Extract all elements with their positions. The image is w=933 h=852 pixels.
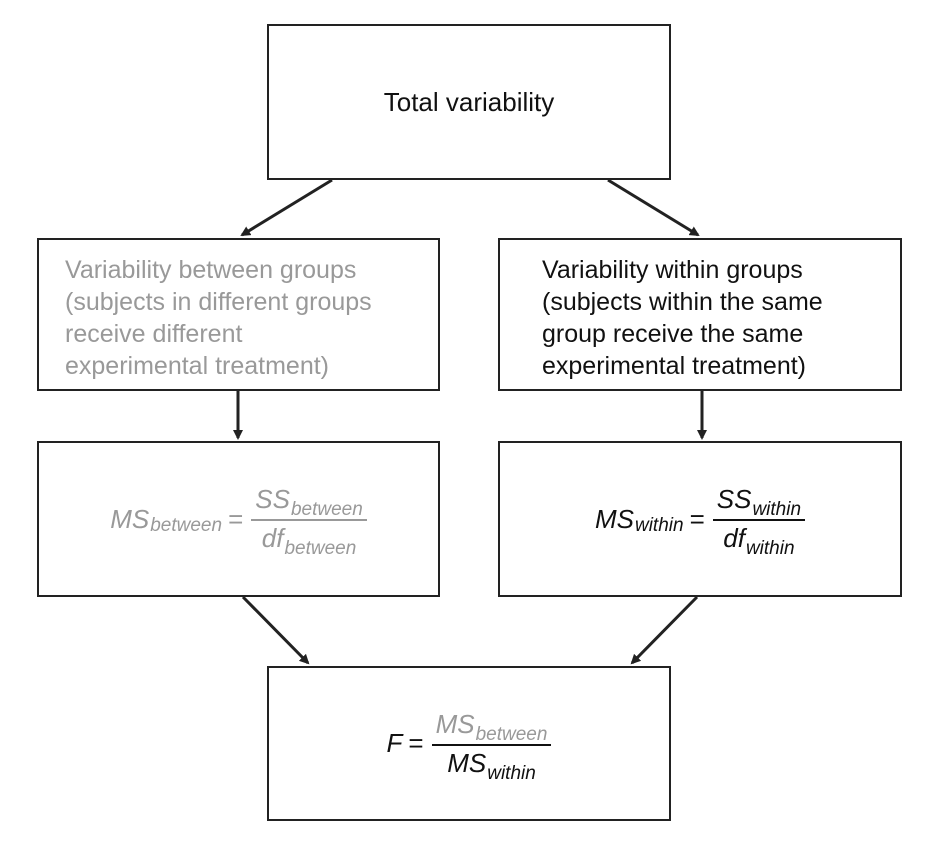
df-within-symbol: df bbox=[723, 523, 745, 553]
ms-within-formula: MS within = SSwithin dfwithin bbox=[594, 484, 806, 559]
between-groups-text: Variability between groups (subjects in … bbox=[65, 254, 372, 382]
between-line: (subjects in different groups bbox=[65, 288, 372, 316]
f-ratio-box: F = MSbetween MSwithin bbox=[267, 666, 671, 821]
fraction-bar bbox=[251, 519, 367, 521]
arrow-ms-between-to-f bbox=[241, 595, 310, 665]
ms-between-formula: MS between = SSbetween dfbetween bbox=[110, 484, 367, 559]
ms-between-lhs-sub: between bbox=[150, 515, 223, 536]
arrow-ms-within-to-f bbox=[630, 595, 699, 665]
within-line: group receive the same bbox=[542, 320, 804, 348]
arrow-total-to-within bbox=[607, 178, 700, 237]
df-between-sub: between bbox=[284, 538, 357, 559]
within-line: experimental treatment) bbox=[542, 352, 807, 380]
ms-between-lhs: MS bbox=[110, 503, 150, 534]
ms-between-fraction: SSbetween dfbetween bbox=[251, 484, 367, 559]
ss-within-sub: within bbox=[752, 499, 802, 520]
f-numerator: MSbetween bbox=[432, 708, 552, 745]
ms-within-numerator: SSwithin bbox=[713, 484, 805, 520]
f-symbol: F bbox=[386, 728, 403, 758]
within-groups-text: Variability within groups (subjects with… bbox=[542, 254, 823, 382]
between-groups-box: Variability between groups (subjects in … bbox=[37, 238, 440, 391]
ms-between-numerator: SSbetween bbox=[251, 484, 367, 520]
ms-within-fraction: SSwithin dfwithin bbox=[712, 484, 806, 559]
ms-within-denominator: dfwithin bbox=[719, 521, 798, 559]
between-line: Variability between groups bbox=[65, 256, 357, 284]
ms-within-equals: = bbox=[689, 503, 705, 534]
ms-between-sub: between bbox=[475, 723, 548, 745]
ms-within-box: MS within = SSwithin dfwithin bbox=[498, 441, 902, 597]
df-between-symbol: df bbox=[261, 523, 284, 553]
within-groups-box: Variability within groups (subjects with… bbox=[498, 238, 902, 391]
ms-between-equals: = bbox=[228, 503, 244, 534]
between-line: receive different bbox=[65, 320, 243, 348]
df-within-sub: within bbox=[745, 538, 795, 559]
f-equals: = bbox=[408, 728, 424, 758]
total-variability-label: Total variability bbox=[383, 86, 555, 117]
f-denominator: MSwithin bbox=[443, 746, 540, 784]
ss-within-symbol: SS bbox=[716, 484, 752, 514]
ms-between-denominator: dfbetween bbox=[258, 521, 361, 559]
f-ratio-formula: F = MSbetween MSwithin bbox=[386, 708, 552, 784]
ms-within-lhs-sub: within bbox=[634, 515, 684, 536]
fraction-bar bbox=[712, 519, 806, 521]
ms-within-lhs: MS bbox=[594, 503, 634, 534]
within-line: (subjects within the same bbox=[542, 288, 823, 316]
fraction-bar bbox=[431, 743, 552, 746]
ms-between-symbol: MS bbox=[435, 708, 475, 739]
ss-between-sub: between bbox=[290, 499, 363, 520]
f-fraction: MSbetween MSwithin bbox=[431, 708, 552, 784]
arrow-total-to-between bbox=[240, 178, 333, 237]
ms-between-box: MS between = SSbetween dfbetween bbox=[37, 441, 440, 597]
ss-between-symbol: SS bbox=[255, 484, 290, 514]
within-line: Variability within groups bbox=[542, 256, 803, 284]
ms-within-sub: within bbox=[487, 762, 536, 784]
total-variability-box: Total variability bbox=[267, 24, 671, 180]
between-line: experimental treatment) bbox=[65, 352, 330, 380]
ms-within-symbol: MS bbox=[447, 747, 487, 778]
